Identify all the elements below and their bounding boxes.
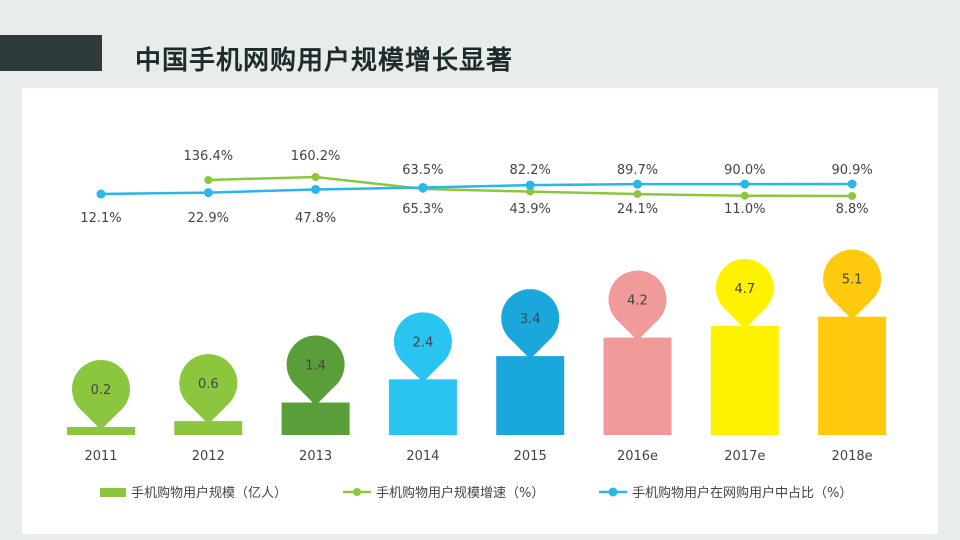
bar-pin-2015 — [501, 289, 560, 348]
legend-marker-growth — [353, 488, 361, 496]
growth-label-2018e: 8.8% — [836, 202, 869, 217]
bar-pin-2016e — [608, 270, 667, 329]
bar-2015 — [496, 356, 565, 435]
growth-point-2018e — [848, 192, 857, 200]
share-label-2017e: 90.0% — [724, 163, 765, 178]
page-title: 中国手机网购用户规模增长显著 — [135, 46, 514, 76]
category-label-2016e: 2016e — [617, 449, 658, 464]
category-label-2013: 2013 — [299, 449, 332, 464]
share-point-2017e — [740, 179, 750, 189]
legend-label-share: 手机购物用户在网购用户中占比（%） — [632, 485, 852, 501]
bar-value-label-2016e: 4.2 — [627, 294, 648, 309]
category-label-2012: 2012 — [192, 449, 225, 464]
bar-2013 — [281, 402, 350, 435]
share-point-2014 — [418, 182, 428, 192]
legend-marker-share — [608, 487, 618, 497]
share-line — [100, 182, 853, 196]
share-label-2018e: 90.9% — [831, 163, 872, 178]
bar-value-label-2015: 3.4 — [520, 312, 541, 327]
growth-label-2015: 43.9% — [510, 202, 551, 217]
category-label-2018e: 2018e — [832, 449, 873, 464]
bar-2017e — [710, 325, 779, 435]
legend-label-growth: 手机购物用户规模增速（%） — [376, 485, 544, 501]
bar-value-label-2018e: 5.1 — [842, 273, 863, 288]
share-point-2016e — [633, 179, 642, 189]
bar-pin-2017e — [715, 258, 774, 317]
bar-pin-2011 — [72, 360, 130, 418]
bar-pin-2018e — [823, 249, 882, 308]
chart-panel — [22, 88, 938, 534]
share-point-2015 — [525, 180, 535, 190]
growth-label-2013: 160.2% — [291, 149, 341, 164]
bar-value-label-2017e: 4.7 — [734, 282, 755, 297]
share-label-2014: 63.5% — [402, 163, 443, 178]
growth-label-2017e: 11.0% — [724, 202, 765, 217]
bar-2018e — [818, 316, 887, 435]
share-point-2012 — [203, 188, 213, 198]
growth-label-2012: 136.4% — [184, 149, 234, 164]
legend-label-bar: 手机购物用户规模（亿人） — [131, 485, 287, 501]
bar-2016e — [603, 337, 672, 435]
share-point-2018e — [847, 179, 857, 189]
category-label-2011: 2011 — [84, 449, 117, 464]
growth-point-2013 — [311, 173, 320, 181]
growth-point-2016e — [633, 190, 642, 199]
growth-point-2017e — [740, 191, 749, 200]
bar-pin-2012 — [179, 354, 238, 413]
bar-pin-2014 — [393, 312, 452, 371]
share-label-2016e: 89.7% — [617, 163, 658, 178]
bar-2014 — [388, 379, 457, 435]
bar-value-label-2012: 0.6 — [198, 377, 219, 392]
growth-label-2014: 65.3% — [402, 202, 443, 217]
bar-2012 — [174, 421, 243, 435]
share-point-2013 — [311, 184, 321, 194]
bar-2011 — [67, 427, 135, 435]
share-label-2015: 82.2% — [510, 163, 551, 178]
category-label-2015: 2015 — [514, 449, 547, 464]
share-point-2011 — [96, 189, 106, 199]
bar-value-label-2014: 2.4 — [413, 335, 434, 350]
legend-swatch-bar — [100, 488, 126, 497]
growth-point-2012 — [204, 175, 213, 184]
share-label-2011: 12.1% — [80, 211, 121, 226]
share-label-2013: 47.8% — [295, 211, 336, 226]
growth-point-2015 — [526, 187, 535, 196]
growth-label-2016e: 24.1% — [617, 202, 658, 217]
bar-value-label-2013: 1.4 — [305, 359, 326, 374]
bar-value-label-2011: 0.2 — [91, 383, 112, 398]
category-label-2017e: 2017e — [724, 449, 765, 464]
share-label-2012: 22.9% — [188, 211, 229, 226]
title-accent-bar — [0, 35, 102, 71]
bar-pin-2013 — [286, 335, 345, 394]
category-label-2014: 2014 — [406, 449, 439, 464]
